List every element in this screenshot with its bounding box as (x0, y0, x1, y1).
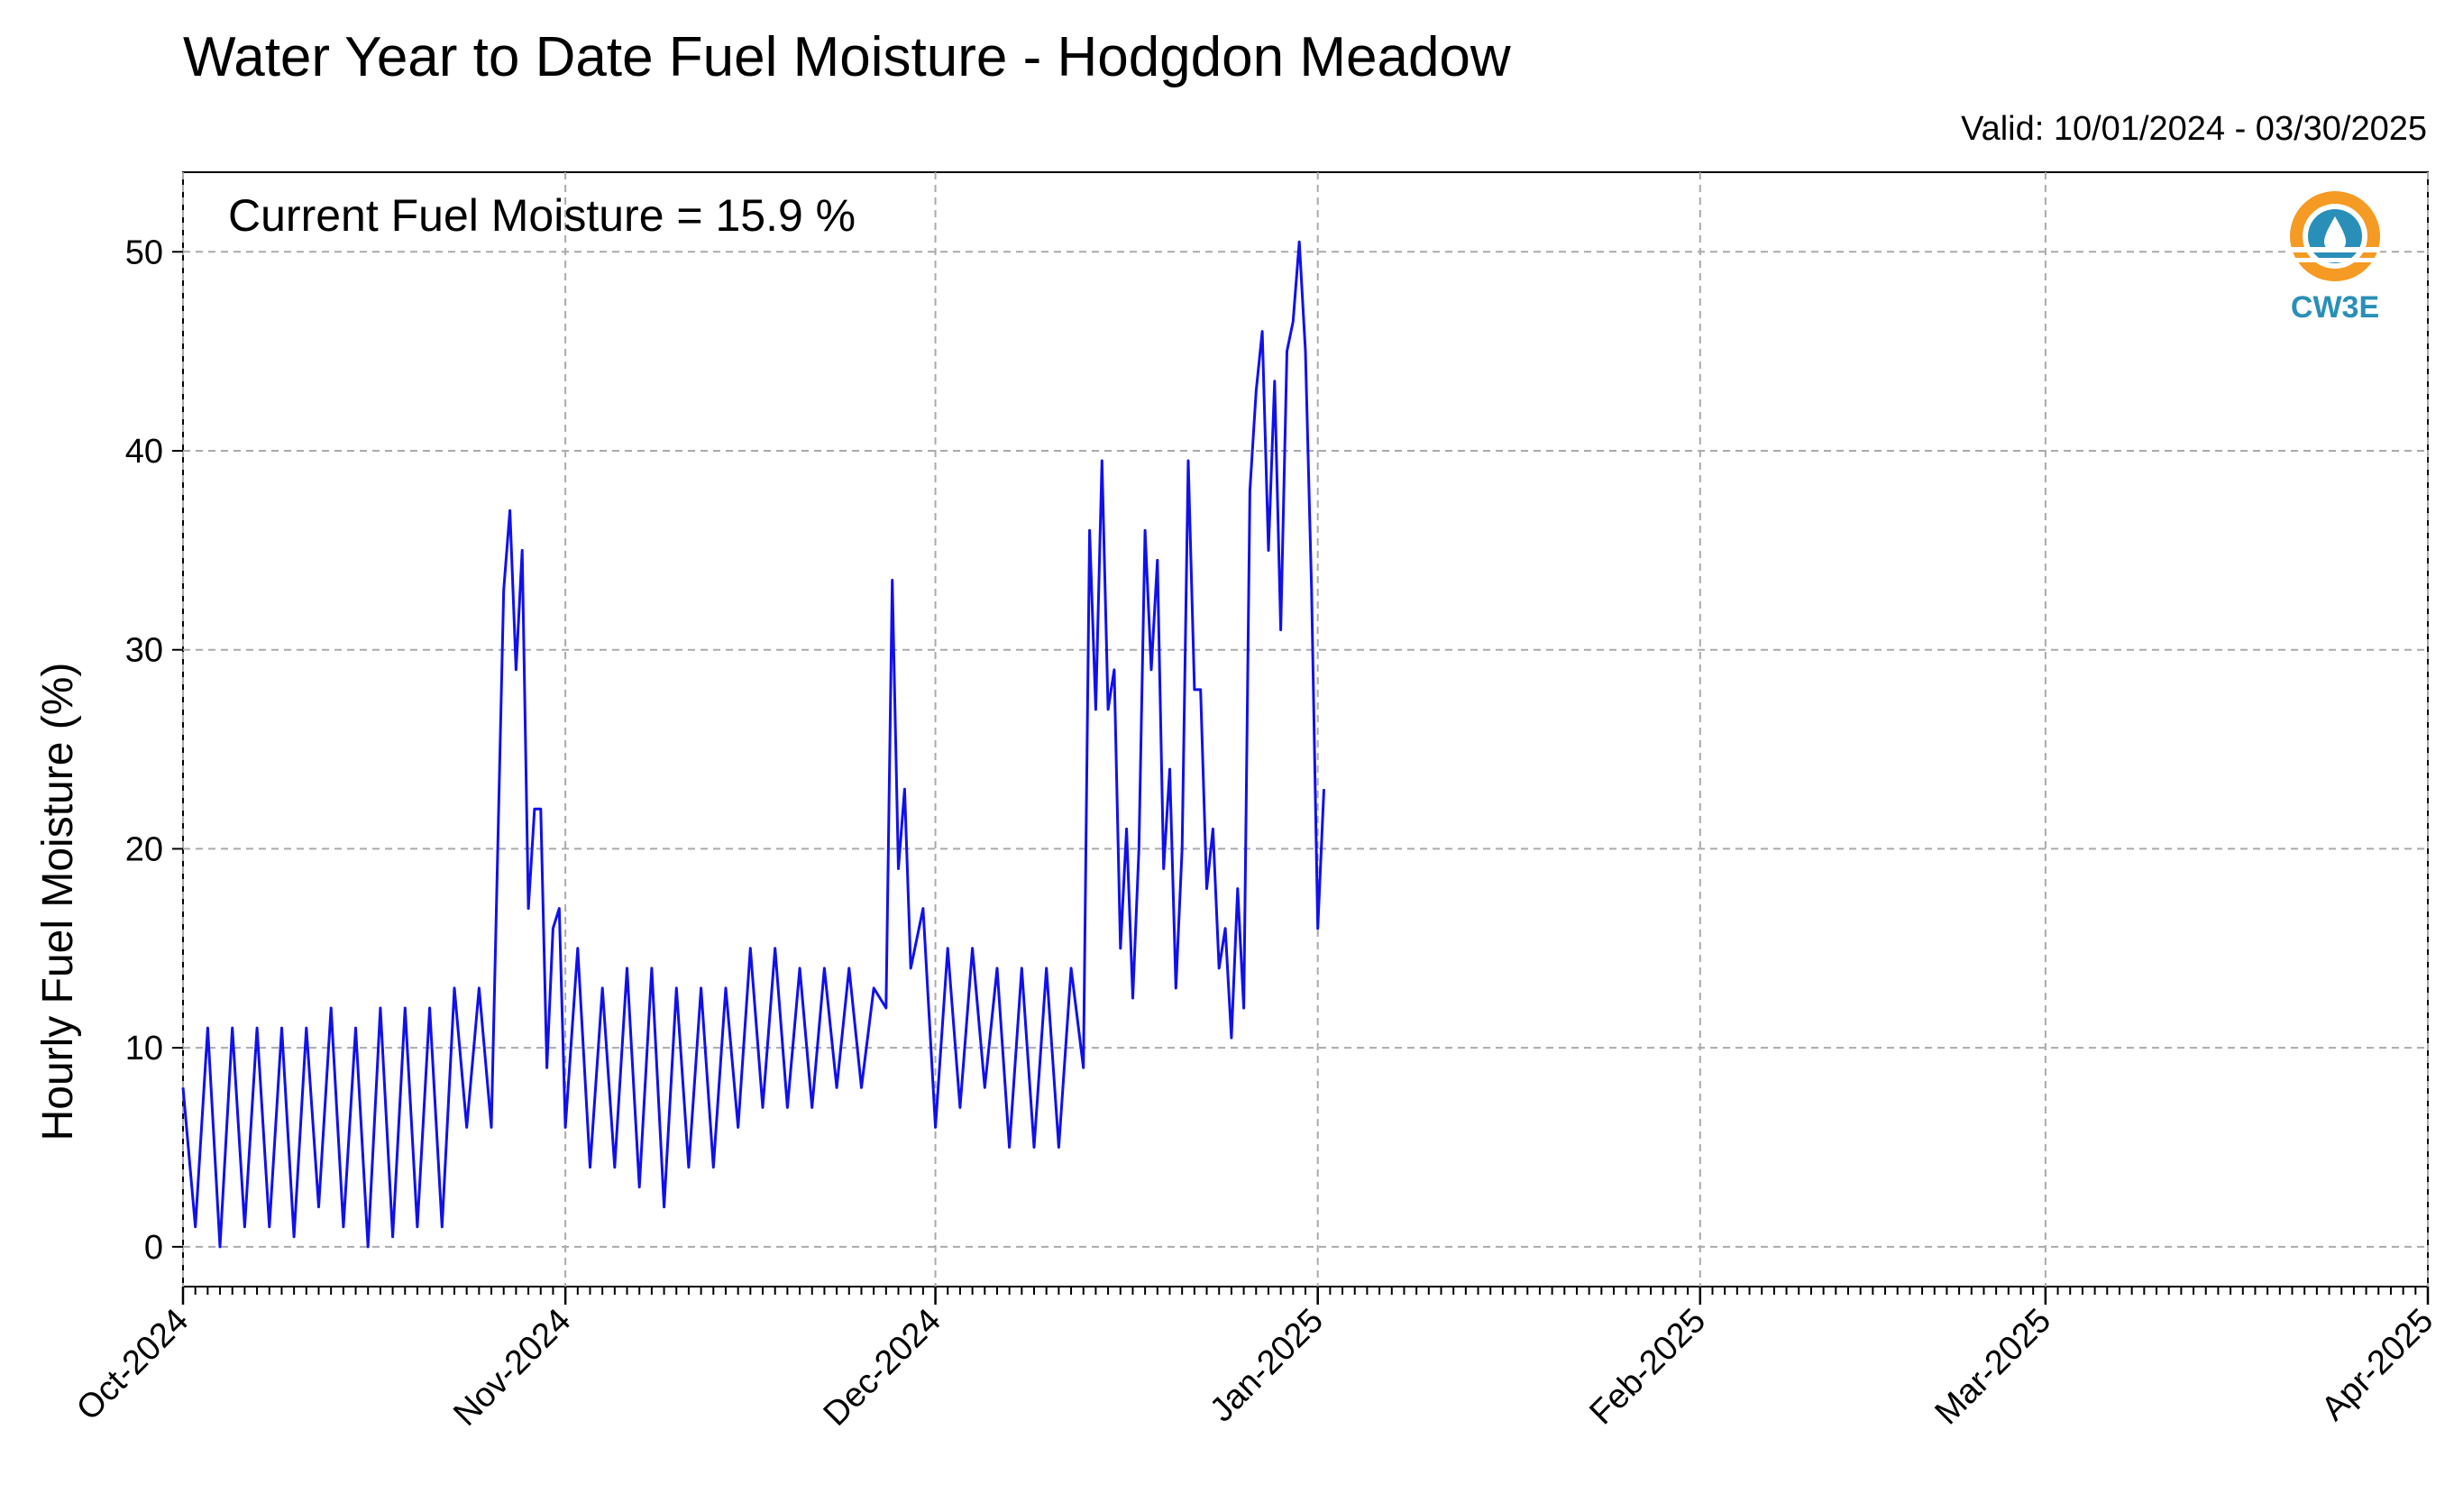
cw3e-logo: CW3E (2290, 191, 2380, 325)
grid-lines (182, 172, 2429, 1287)
x-tick-label: Dec-2024 (817, 1302, 948, 1434)
water-drop-icon (2324, 216, 2346, 252)
x-tick-label: Nov-2024 (446, 1302, 578, 1434)
fuel-moisture-line (181, 240, 1325, 1249)
series-layer (181, 240, 1325, 1249)
x-tick-label: Apr-2025 (2314, 1302, 2440, 1428)
y-tick-label: 50 (125, 234, 163, 271)
valid-date-range: Valid: 10/01/2024 - 03/30/2025 (1961, 110, 2427, 148)
y-tick-label: 0 (144, 1229, 163, 1267)
chart-title: Water Year to Date Fuel Moisture - Hodgd… (183, 26, 1511, 88)
y-tick-label: 10 (125, 1030, 163, 1068)
y-tick-label: 20 (125, 830, 163, 868)
current-fuel-moisture-annotation: Current Fuel Moisture = 15.9 % (228, 190, 856, 241)
x-tick-label: Oct-2024 (69, 1302, 196, 1428)
logo-text: CW3E (2291, 290, 2379, 325)
x-tick-label: Mar-2025 (1928, 1302, 2059, 1433)
y-tick-label: 40 (125, 433, 163, 471)
y-axis-label: Hourly Fuel Moisture (%) (34, 663, 82, 1141)
x-tick-label: Feb-2025 (1582, 1302, 1713, 1433)
x-tick-label: Jan-2025 (1203, 1302, 1331, 1430)
y-tick-label: 30 (125, 632, 163, 670)
